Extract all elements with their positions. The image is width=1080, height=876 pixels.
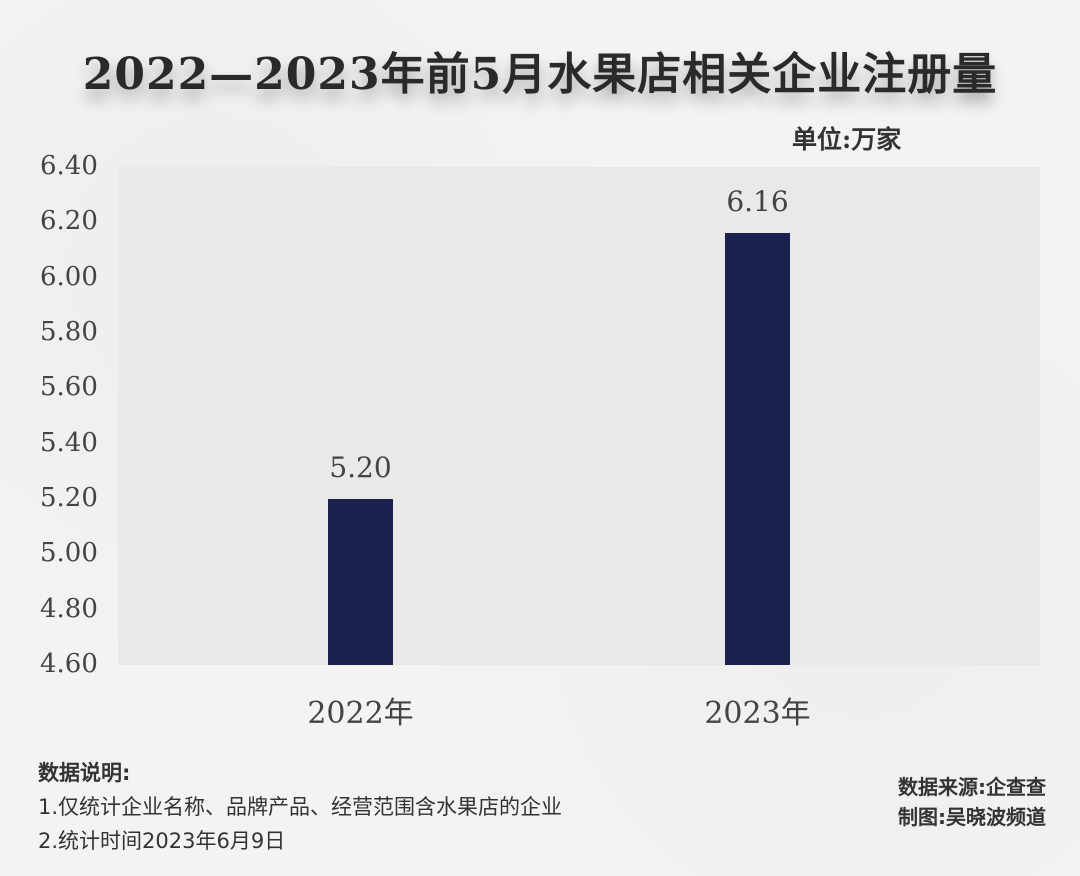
bar-value-label-2023: 6.16 [726,185,789,219]
y-tick-label: 6.00 [40,261,98,292]
data-notes: 数据说明: 1.仅统计企业名称、品牌产品、经营范围含水果店的企业 2.统计时间2… [38,756,562,858]
bar-2023 [725,233,790,665]
y-tick-label: 6.20 [40,206,98,237]
notes-heading: 数据说明: [38,761,131,785]
credits: 数据来源:企查查 制图:吴晓波频道 [898,772,1046,832]
chart-author: 制图:吴晓波频道 [898,805,1046,829]
y-tick-label: 5.20 [40,483,98,513]
bar-2022 [328,499,393,665]
y-tick-label: 5.40 [40,427,98,458]
plot-area [118,167,1040,665]
y-tick-label: 5.00 [40,538,98,569]
y-tick-label: 4.60 [40,649,98,679]
y-tick-label: 6.40 [40,151,98,181]
note-item: 2.统计时间2023年6月9日 [38,829,286,853]
x-tick-2023: 2023年 [704,696,811,731]
y-tick-label: 4.80 [40,593,98,624]
x-tick-2022: 2022年 [307,696,414,731]
bar-value-label-2022: 5.20 [329,451,392,484]
chart-title: 2022—2023年前5月水果店相关企业注册量 [82,49,998,100]
unit-label: 单位:万家 [792,125,902,154]
note-item: 1.仅统计企业名称、品牌产品、经营范围含水果店的企业 [38,795,563,819]
y-tick-label: 5.80 [40,317,98,347]
data-source: 数据来源:企查查 [898,775,1046,799]
y-tick-label: 5.60 [40,372,98,403]
